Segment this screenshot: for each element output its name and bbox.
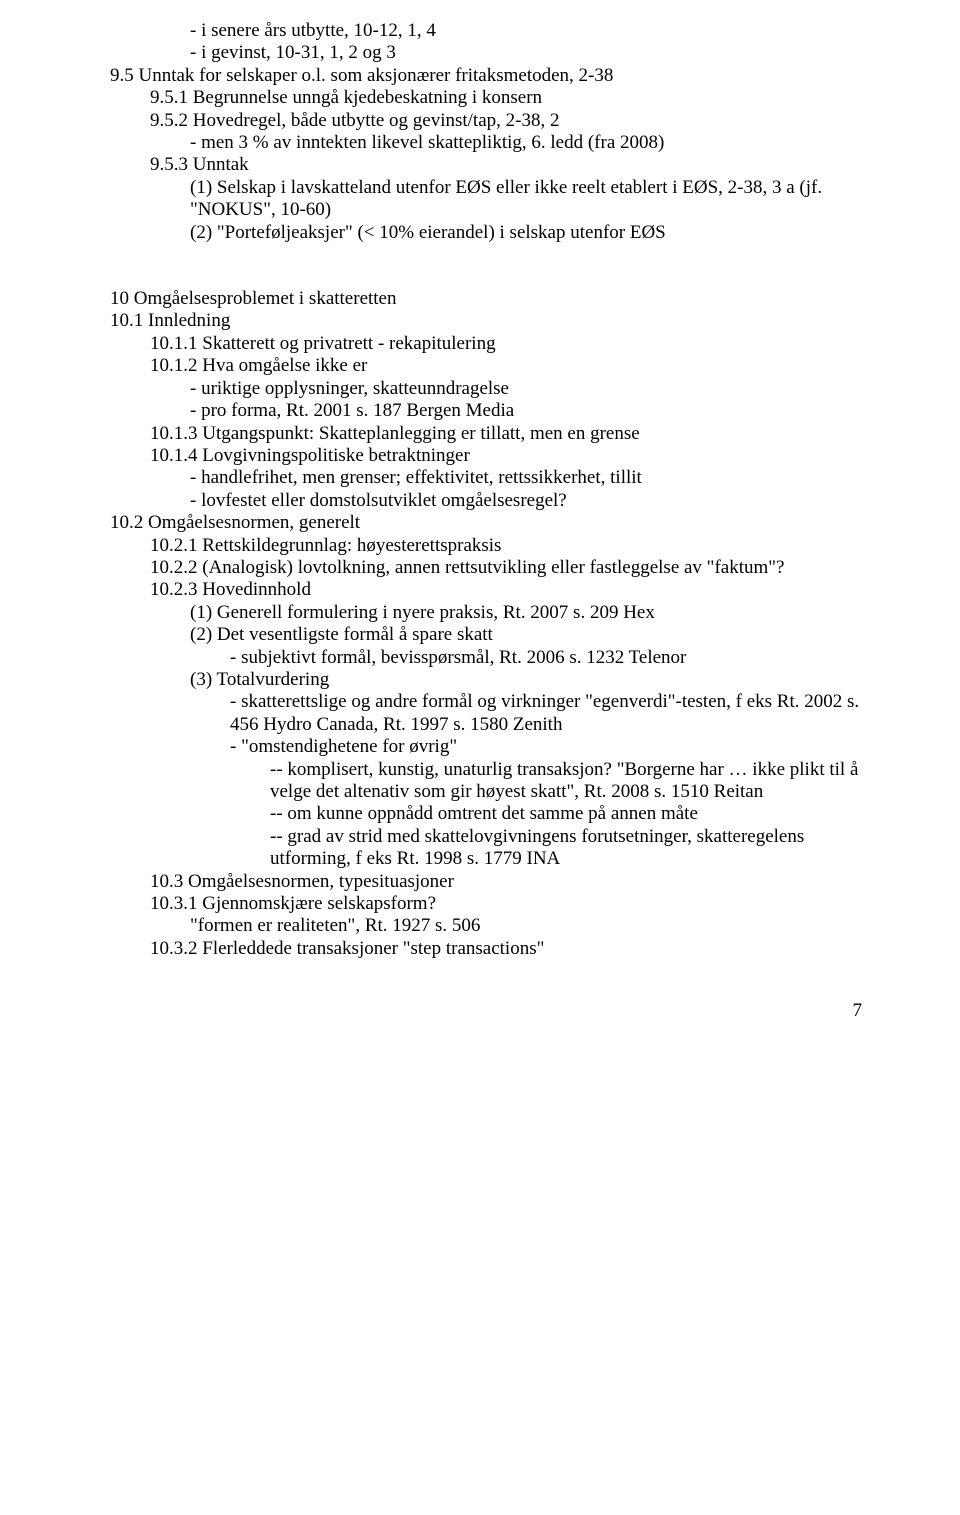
heading-10-2-3: 10.2.3 Hovedinnhold: [150, 579, 870, 601]
heading-10-3-2: 10.3.2 Flerleddede transaksjoner "step t…: [150, 938, 870, 960]
list-item: - pro forma, Rt. 2001 s. 187 Bergen Medi…: [190, 400, 870, 422]
list-item: - i senere års utbytte, 10-12, 1, 4: [190, 20, 870, 42]
list-item: (1) Selskap i lavskatteland utenfor EØS …: [190, 177, 870, 222]
page-number: 7: [110, 1000, 870, 1022]
spacer: [110, 244, 870, 288]
heading-10: 10 Omgåelsesproblemet i skatteretten: [110, 288, 870, 310]
heading-10-1-4: 10.1.4 Lovgivningspolitiske betraktninge…: [150, 445, 870, 467]
list-item: (2) "Porteføljeaksjer" (< 10% eierandel)…: [190, 222, 870, 244]
list-item: - handlefrihet, men grenser; effektivite…: [190, 467, 870, 489]
heading-9-5-3: 9.5.3 Unntak: [150, 154, 870, 176]
list-item: -- grad av strid med skattelovgivningens…: [270, 826, 870, 871]
heading-10-3-1: 10.3.1 Gjennomskjære selskapsform?: [150, 893, 870, 915]
list-item: "formen er realiteten", Rt. 1927 s. 506: [190, 915, 870, 937]
heading-10-1: 10.1 Innledning: [110, 310, 870, 332]
heading-9-5: 9.5 Unntak for selskaper o.l. som aksjon…: [110, 65, 870, 87]
list-item: (3) Totalvurdering: [190, 669, 870, 691]
heading-9-5-1: 9.5.1 Begrunnelse unngå kjedebeskatning …: [150, 87, 870, 109]
list-item: - men 3 % av inntekten likevel skattepli…: [190, 132, 870, 154]
list-item: (1) Generell formulering i nyere praksis…: [190, 602, 870, 624]
heading-10-2-2: 10.2.2 (Analogisk) lovtolkning, annen re…: [150, 557, 870, 579]
heading-10-2-1: 10.2.1 Rettskildegrunnlag: høyesterettsp…: [150, 535, 870, 557]
heading-10-1-2: 10.1.2 Hva omgåelse ikke er: [150, 355, 870, 377]
list-item: - skatterettslige og andre formål og vir…: [230, 691, 870, 736]
heading-10-1-1: 10.1.1 Skatterett og privatrett - rekapi…: [150, 333, 870, 355]
list-item: - uriktige opplysninger, skatteunndragel…: [190, 378, 870, 400]
document-page: - i senere års utbytte, 10-12, 1, 4 - i …: [0, 0, 960, 1063]
list-item: -- om kunne oppnådd omtrent det samme på…: [270, 803, 870, 825]
list-item: - lovfestet eller domstolsutviklet omgåe…: [190, 490, 870, 512]
heading-10-1-3: 10.1.3 Utgangspunkt: Skatteplanlegging e…: [150, 423, 870, 445]
heading-10-2: 10.2 Omgåelsesnormen, generelt: [110, 512, 870, 534]
list-item: - "omstendighetene for øvrig": [230, 736, 870, 758]
heading-10-3: 10.3 Omgåelsesnormen, typesituasjoner: [150, 871, 870, 893]
list-item: - subjektivt formål, bevisspørsmål, Rt. …: [230, 647, 870, 669]
list-item: -- komplisert, kunstig, unaturlig transa…: [270, 759, 870, 804]
list-item: (2) Det vesentligste formål å spare skat…: [190, 624, 870, 646]
heading-9-5-2: 9.5.2 Hovedregel, både utbytte og gevins…: [150, 110, 870, 132]
list-item: - i gevinst, 10-31, 1, 2 og 3: [190, 42, 870, 64]
